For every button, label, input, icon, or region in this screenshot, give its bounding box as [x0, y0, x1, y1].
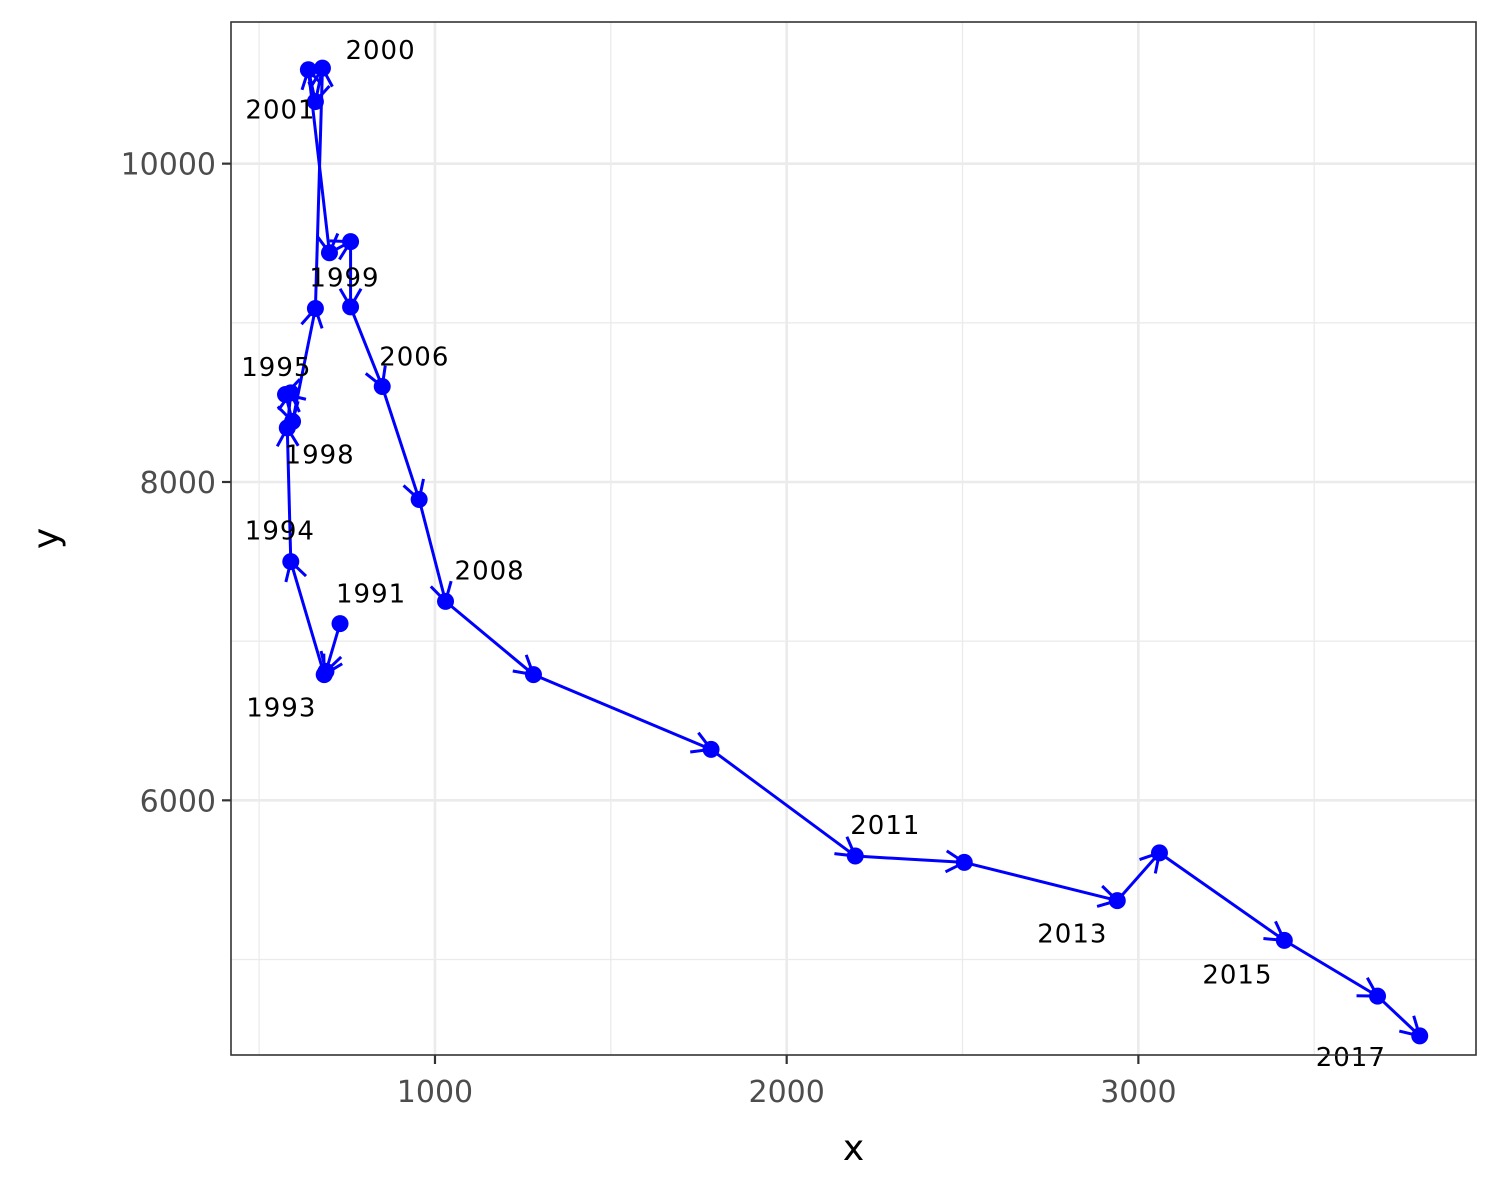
- data-point: [315, 666, 333, 684]
- point-labels: 1991 1993 1994 1995 1998 1999 2000 2001 2006 2008…: [241, 36, 1386, 1073]
- series-segment: [291, 308, 317, 422]
- point-label: 2013: [1037, 920, 1107, 950]
- data-point: [373, 377, 391, 395]
- plot-panel-border: [230, 21, 1477, 1056]
- data-point: [1275, 931, 1293, 949]
- point-label: 1999: [309, 264, 379, 294]
- data-point: [284, 413, 302, 431]
- point-label: 1995: [241, 353, 311, 383]
- point-label: 1993: [246, 694, 316, 724]
- y-tick-label: 10000: [121, 148, 216, 183]
- grid-lines: [231, 22, 1476, 1055]
- series-segment: [349, 306, 384, 388]
- series-segment: [1283, 939, 1379, 998]
- y-tick-label: 8000: [140, 466, 216, 501]
- data-point: [846, 847, 864, 865]
- series-segment: [313, 68, 324, 309]
- series-segment: [1376, 995, 1421, 1037]
- x-axis-title: x: [843, 1128, 864, 1169]
- series-segment: [1158, 851, 1286, 942]
- x-tick-label: 3000: [1100, 1075, 1176, 1110]
- point-label: 2017: [1316, 1043, 1386, 1073]
- point-label: 2000: [345, 36, 415, 66]
- x-tick-label: 2000: [748, 1075, 824, 1110]
- series-segment: [444, 600, 535, 676]
- data-point: [282, 553, 300, 571]
- series-segment: [380, 386, 421, 500]
- series-segment: [1116, 851, 1161, 902]
- y-axis-title: y: [26, 528, 67, 549]
- data-point: [524, 666, 542, 684]
- data-point: [277, 385, 295, 403]
- data-series: [275, 59, 1429, 1045]
- data-point: [306, 300, 324, 318]
- data-point: [320, 244, 338, 262]
- point-label: 2008: [455, 556, 525, 586]
- data-point: [410, 491, 428, 509]
- data-point: [306, 93, 324, 111]
- series-segment: [285, 427, 293, 562]
- series-segment: [417, 499, 447, 602]
- data-point: [331, 615, 349, 633]
- point-label: 2011: [850, 811, 920, 841]
- series-segment: [710, 748, 857, 858]
- data-point: [1411, 1027, 1429, 1045]
- data-point: [299, 61, 317, 79]
- data-point: [313, 59, 331, 77]
- series-segment: [289, 561, 326, 676]
- data-point: [702, 740, 720, 758]
- axes: 1000 2000 3000 6000 8000 10000: [121, 148, 1177, 1110]
- data-point: [1150, 844, 1168, 862]
- series-segment: [855, 854, 965, 864]
- point-label: 2006: [379, 342, 449, 372]
- data-point: [437, 592, 455, 610]
- y-tick-label: 6000: [140, 784, 216, 819]
- data-point: [1108, 892, 1126, 910]
- point-label: 1998: [285, 441, 355, 471]
- x-tick-label: 1000: [397, 1075, 473, 1110]
- data-point: [342, 233, 360, 251]
- data-point: [955, 853, 973, 871]
- point-label: 1991: [336, 580, 406, 610]
- series-segment: [963, 860, 1118, 903]
- data-point: [1369, 987, 1387, 1005]
- point-label: 2015: [1202, 960, 1272, 990]
- data-point: [342, 298, 360, 316]
- series-segment: [532, 673, 712, 751]
- point-label: 1994: [245, 517, 315, 547]
- point-label: 2001: [245, 96, 315, 126]
